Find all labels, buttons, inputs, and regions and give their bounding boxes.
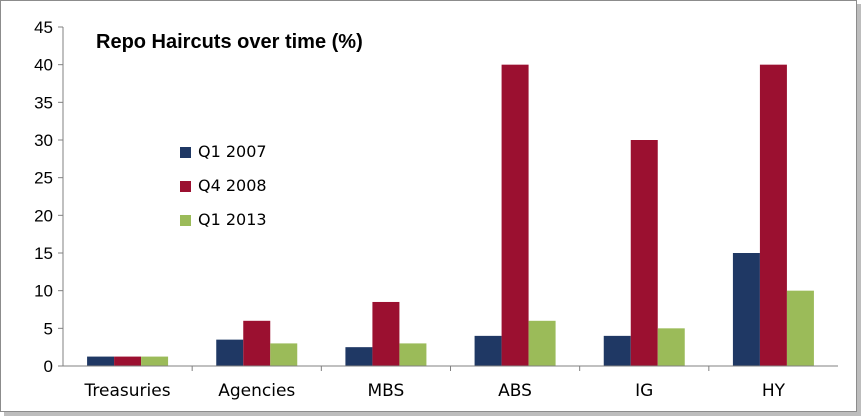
bar-agencies-q1-2007 <box>216 339 244 366</box>
bar-ig-q4-2008 <box>630 140 658 366</box>
legend-swatch <box>180 147 191 158</box>
chart-border <box>0 0 857 412</box>
bar-treasuries-q4-2008 <box>114 356 142 366</box>
legend-label: Q4 2008 <box>198 176 267 195</box>
x-category-label: MBS <box>368 381 405 401</box>
bar-agencies-q4-2008 <box>243 320 271 366</box>
y-tick-label: 40 <box>34 56 53 75</box>
chart-shadow-right <box>857 4 861 414</box>
legend: Q1 2007 Q4 2008 Q1 2013 <box>180 142 267 229</box>
axes-group <box>62 27 838 371</box>
chart-shadow-bottom <box>4 412 861 416</box>
bar-abs-q1-2007 <box>474 335 502 366</box>
bar-mbs-q1-2013 <box>399 343 427 366</box>
y-tick-label: 20 <box>34 206 53 225</box>
x-category-label: Treasuries <box>84 381 171 401</box>
y-tick-label: 35 <box>34 93 53 112</box>
y-tick-label: 10 <box>34 282 53 301</box>
y-tick-label: 30 <box>34 131 53 150</box>
bar-treasuries-q1-2013 <box>141 356 169 366</box>
bar-agencies-q1-2013 <box>270 343 298 366</box>
x-category-label: Agencies <box>218 381 295 401</box>
bar-mbs-q4-2008 <box>372 301 400 366</box>
y-tick-label: 25 <box>34 169 53 188</box>
y-tick-label: 15 <box>34 244 53 263</box>
bar-hy-q1-2013 <box>786 290 814 366</box>
x-category-label: IG <box>635 381 653 401</box>
bars-group <box>87 64 814 367</box>
x-axis-labels: Treasuries Agencies MBS ABS IG HY <box>84 381 786 401</box>
bar-hy-q1-2007 <box>732 253 760 366</box>
y-tick-label: 0 <box>44 357 53 376</box>
chart-title: Repo Haircuts over time (%) <box>96 31 363 53</box>
bar-mbs-q1-2007 <box>345 347 373 366</box>
x-category-label: HY <box>762 381 786 401</box>
y-tick-label: 45 <box>34 18 53 37</box>
legend-swatch <box>180 215 191 226</box>
bar-abs-q4-2008 <box>501 64 529 367</box>
bar-treasuries-q1-2007 <box>87 356 115 366</box>
x-category-label: ABS <box>498 381 532 401</box>
legend-label: Q1 2007 <box>198 142 267 161</box>
legend-label: Q1 2013 <box>198 210 267 229</box>
bar-ig-q1-2007 <box>603 335 631 366</box>
bar-ig-q1-2013 <box>657 328 685 366</box>
bar-hy-q4-2008 <box>759 64 787 367</box>
y-tick-label: 5 <box>44 319 53 338</box>
legend-swatch <box>180 181 191 192</box>
bar-abs-q1-2013 <box>528 320 556 366</box>
y-axis-ticks: 0 5 10 15 20 25 30 35 40 45 <box>34 18 63 376</box>
